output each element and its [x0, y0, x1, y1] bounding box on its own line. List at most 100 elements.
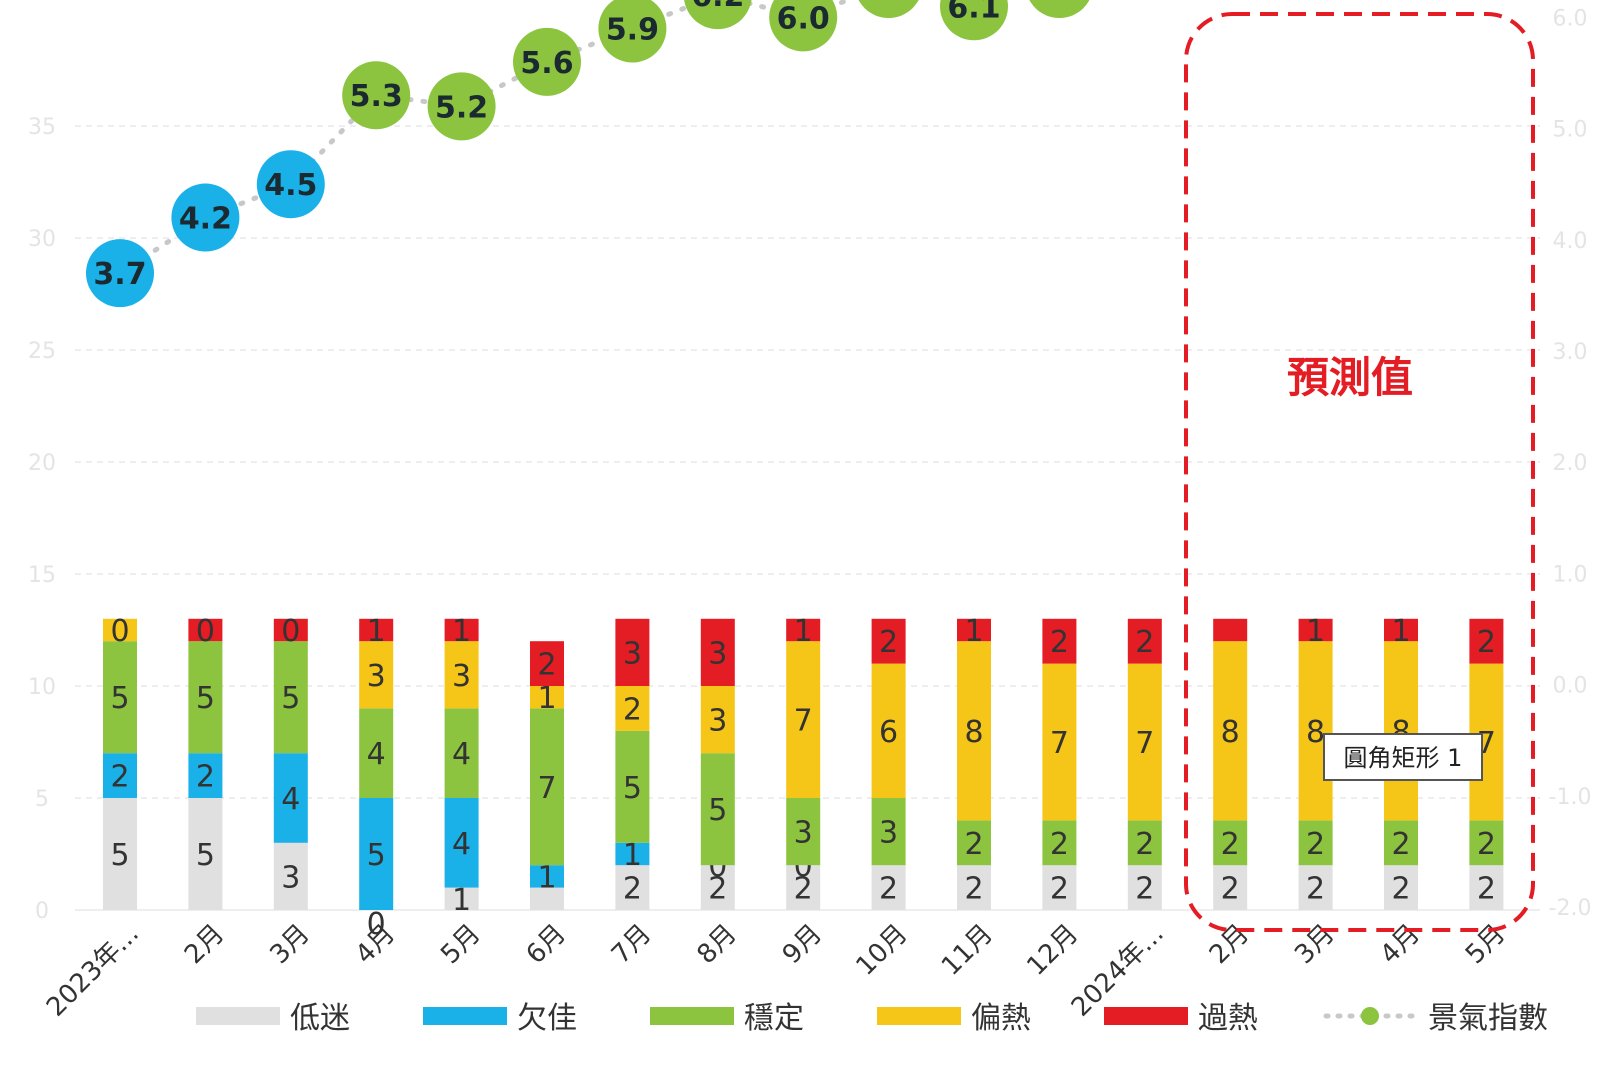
bar-segment-label: 2 [708, 872, 727, 907]
bar-segment-label: 6 [879, 715, 898, 750]
x-tick-label: 7月 [606, 919, 657, 970]
bar-segment-label: 3 [879, 816, 898, 851]
bar-segment [700, 686, 735, 754]
left-tick-label: 5 [35, 787, 49, 812]
index-point [598, 0, 667, 63]
index-point-label: 6.3 [1033, 0, 1086, 3]
bar-segment [1127, 618, 1162, 664]
index-point-label: 4.2 [179, 202, 232, 237]
index-point-label: 4.5 [264, 168, 317, 203]
bar-segment [1384, 820, 1418, 866]
bar-segment [444, 887, 479, 910]
bar-segment-label: 2 [1050, 827, 1069, 862]
left-axis: 0 5 10 15 20 25 30 35 [28, 115, 56, 924]
bar-segment [615, 618, 650, 686]
bar-segment [273, 842, 308, 910]
index-point [256, 150, 325, 219]
right-tick-label: 3.0 [1553, 340, 1588, 365]
bar-segment-label: 2 [1477, 625, 1496, 660]
bar-segment [1469, 820, 1504, 866]
forecast-label: 預測值 [1287, 353, 1413, 402]
left-tick-label: 25 [28, 339, 56, 364]
x-tick-label: 12月 [1021, 919, 1084, 982]
bar-segment [188, 618, 223, 642]
bar-segment [1213, 641, 1248, 821]
x-tick-label: 11月 [936, 919, 999, 982]
bar-segment-label: 2 [623, 692, 642, 727]
bar-segment-label: 1 [623, 838, 642, 873]
bar-segment [957, 641, 991, 821]
left-tick-label: 35 [28, 115, 56, 140]
bar-segment [530, 641, 564, 686]
index-point [940, 0, 1008, 41]
bar-segment [359, 618, 394, 642]
index-point-label: 6.2 [691, 0, 744, 14]
bar-segment [1469, 865, 1504, 910]
bar-segment [957, 865, 991, 910]
bar-segment-label: 8 [964, 715, 983, 750]
x-tick-label: 3月 [1289, 919, 1340, 970]
bar-segment-label: 1 [794, 614, 813, 649]
bar-segment [786, 618, 821, 642]
index-point-label: 6.3 [862, 0, 915, 3]
bar-segment [273, 618, 308, 642]
bar-segment-label: 1 [452, 883, 471, 918]
forecast-box [1184, 12, 1535, 932]
x-tick-label: 5月 [435, 919, 486, 970]
bar-segment [444, 708, 479, 798]
left-tick-label: 20 [28, 451, 56, 476]
x-tick-label: 3月 [264, 919, 315, 970]
right-tick-label: 1.0 [1553, 562, 1588, 587]
index-line: 3.74.24.55.35.25.65.96.26.06.36.16.36.56… [86, 0, 1090, 308]
bar-segment [1042, 663, 1077, 821]
legend-label: 欠佳 [517, 1001, 577, 1036]
right-tick-label: 6.0 [1553, 6, 1588, 31]
bar-segment-label: 0 [196, 614, 215, 649]
bar-segment [444, 618, 479, 642]
bar-segment-label: 2 [110, 760, 129, 795]
index-point-label: 5.2 [435, 90, 488, 125]
bar-segment-label: 4 [367, 737, 386, 772]
bar-segment [188, 798, 223, 910]
bar-segment-label: 2 [1306, 827, 1325, 862]
bar-segment [359, 641, 394, 709]
bar-segment-label: 1 [1306, 614, 1325, 649]
bar-segment-label: 5 [623, 771, 642, 806]
left-tick-label: 0 [35, 899, 49, 924]
bar-segment-label: 3 [708, 704, 727, 739]
index-point-label: 3.7 [93, 257, 146, 292]
bar-segment [1042, 820, 1077, 866]
bar-segment [615, 730, 650, 843]
index-point [1029, 0, 1090, 19]
bar-segment [273, 753, 308, 843]
bar-segment [103, 641, 137, 754]
bar-segment-label: 2 [1050, 872, 1069, 907]
index-point [513, 27, 581, 96]
legend-swatch [196, 1007, 280, 1025]
bar-segment-label: 2 [1306, 872, 1325, 907]
bar-segment-label: 4 [452, 827, 471, 862]
bar-segment-label: 1 [964, 614, 983, 649]
index-point-label: 5.6 [520, 46, 573, 81]
x-tick-label: 10月 [851, 919, 914, 982]
bar-segment [957, 820, 991, 866]
bar-segment-label: 2 [1391, 872, 1410, 907]
right-tick-label: -2.0 [1549, 896, 1592, 921]
bar-segment [359, 708, 394, 798]
index-point-label: 5.3 [350, 79, 403, 114]
bar-segment [1127, 865, 1162, 910]
bar-segment-label: 5 [708, 793, 727, 828]
bar-segment-label: 2 [1135, 625, 1154, 660]
bar-segment [615, 686, 650, 731]
bar-segment-label: 2 [879, 625, 898, 660]
bar-segment [1384, 641, 1418, 821]
bar-segment [444, 798, 479, 888]
bar-segment-label: 0 [281, 614, 300, 649]
legend-swatch [1104, 1007, 1188, 1025]
bar-segment-label: 3 [623, 636, 642, 671]
bar-segment-label: 3 [452, 659, 471, 694]
bar-segment [786, 641, 821, 798]
bar-segment-label: 7 [794, 704, 813, 739]
bar-segment [188, 641, 223, 754]
